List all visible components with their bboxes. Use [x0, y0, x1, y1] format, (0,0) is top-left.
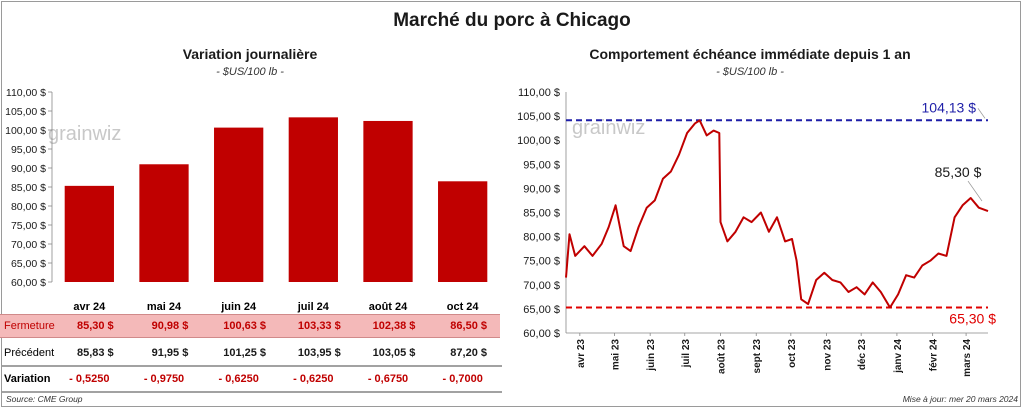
source-note: Source: CME Group: [6, 394, 83, 404]
right-x-tick-label: nov 23: [823, 339, 834, 371]
left-y-tick-label: 85,00 $: [11, 182, 46, 194]
right-chart-title: Comportement échéance immédiate depuis 1…: [589, 46, 911, 62]
variation-value: - 0,5250: [69, 373, 110, 385]
precedent-label: Précédent: [4, 347, 55, 359]
variation-label: Variation: [4, 373, 51, 385]
right-watermark: grainwiz: [572, 117, 645, 139]
variation-value: - 0,9750: [143, 373, 185, 385]
left-y-tick-label: 100,00 $: [5, 125, 46, 137]
right-y-tick-label: 85,00 $: [523, 208, 560, 220]
left-chart-unit: - $US/100 lb -: [216, 66, 284, 78]
right-x-tick-label: mars 24: [962, 339, 973, 377]
left-y-tick-label: 70,00 $: [11, 239, 46, 251]
left-watermark: grainwiz: [48, 123, 121, 145]
fermeture-label: Fermeture: [4, 320, 55, 332]
bar-6: [438, 181, 488, 282]
left-chart-title: Variation journalière: [182, 46, 318, 62]
fermeture-value: 103,33 $: [297, 320, 341, 332]
table-month-label: juin 24: [221, 301, 257, 313]
right-y-tick-label: 100,00 $: [517, 135, 560, 147]
right-x-tick-label: janv 24: [893, 339, 904, 374]
precedent-value: 87,20 $: [450, 347, 487, 359]
precedent-value: 103,95 $: [297, 347, 341, 359]
right-y-tick-label: 75,00 $: [523, 256, 560, 268]
variation-value: - 0,7000: [442, 373, 483, 385]
right-x-tick-label: avr 23: [576, 339, 587, 368]
precedent-value: 103,05 $: [372, 347, 416, 359]
right-y-tick-label: 110,00 $: [518, 87, 560, 99]
right-y-tick-label: 60,00 $: [523, 328, 560, 340]
variation-value: - 0,6750: [367, 373, 409, 385]
bar-2: [139, 164, 189, 282]
right-x-tick-label: juin 23: [646, 339, 657, 372]
fermeture-value: 85,30 $: [76, 320, 114, 332]
table-month-label: juil 24: [297, 301, 329, 313]
variation-value: - 0,6250: [218, 373, 259, 385]
last-value-leader: [967, 180, 983, 202]
bar-4: [288, 117, 338, 282]
last-value-label: 85,30 $: [935, 164, 982, 180]
price-line: [565, 119, 989, 309]
table-month-label: avr 24: [73, 301, 106, 313]
precedent-value: 85,83 $: [76, 347, 114, 359]
precedent-value: 101,25 $: [223, 347, 267, 359]
fermeture-value: 100,63 $: [223, 320, 267, 332]
left-y-tick-label: 90,00 $: [11, 163, 46, 175]
right-y-tick-label: 105,00 $: [517, 111, 560, 123]
variation-value: - 0,6250: [293, 373, 334, 385]
left-y-tick-label: 80,00 $: [11, 201, 46, 213]
high-label: 104,13 $: [922, 99, 977, 115]
right-y-tick-label: 65,00 $: [523, 304, 560, 316]
left-y-tick-label: 60,00 $: [11, 277, 46, 289]
variation-row: Variation - 0,5250 - 0,9750 - 0,6250 - 0,625…: [0, 368, 500, 390]
right-x-tick-label: oct 23: [787, 339, 798, 368]
main-title: Marché du porc à Chicago: [393, 10, 631, 31]
right-x-tick-label: déc 23: [857, 339, 868, 371]
right-chart-unit: - $US/100 lb -: [716, 66, 784, 78]
right-x-tick-label: févr 24: [929, 339, 940, 372]
left-y-tick-label: 65,00 $: [11, 258, 46, 270]
right-y-tick-label: 70,00 $: [523, 280, 560, 292]
fermeture-value: 86,50 $: [450, 320, 487, 332]
high-label-leader: [977, 108, 986, 119]
right-x-tick-label: mai 23: [610, 339, 621, 371]
precedent-value: 91,95 $: [151, 347, 189, 359]
bar-5: [363, 120, 413, 283]
fermeture-value: 90,98 $: [151, 320, 189, 332]
table-header-row: avr 24 mai 24 juin 24 juil 24 août 24 oct 24: [0, 296, 500, 318]
fermeture-value: 102,38 $: [372, 320, 416, 332]
left-y-tick-label: 110,00 $: [6, 87, 46, 99]
update-note: Mise à jour: mer 20 mars 2024: [902, 394, 1018, 404]
table-month-label: août 24: [368, 301, 408, 313]
right-y-tick-label: 95,00 $: [523, 159, 560, 171]
table-month-label: mai 24: [146, 301, 182, 313]
bar-3: [214, 127, 264, 282]
left-y-tick-label: 95,00 $: [11, 144, 46, 156]
left-y-tick-label: 75,00 $: [11, 220, 46, 232]
right-x-tick-label: juil 23: [681, 339, 692, 369]
left-y-tick-label: 105,00 $: [5, 106, 46, 118]
right-y-tick-label: 90,00 $: [523, 183, 560, 195]
bar-1: [64, 185, 114, 282]
low-label: 65,30 $: [949, 310, 996, 326]
right-x-tick-label: sept 23: [752, 339, 763, 374]
right-x-tick-label: août 23: [717, 339, 728, 374]
right-y-tick-label: 80,00 $: [523, 232, 560, 244]
table-month-label: oct 24: [446, 301, 479, 313]
precedent-row: Précédent 85,83 $ 91,95 $ 101,25 $ 103,95 $ 1…: [0, 342, 500, 364]
fermeture-row: Fermeture 85,30 $ 90,98 $ 100,63 $ 103,33 $ 1…: [0, 314, 500, 338]
